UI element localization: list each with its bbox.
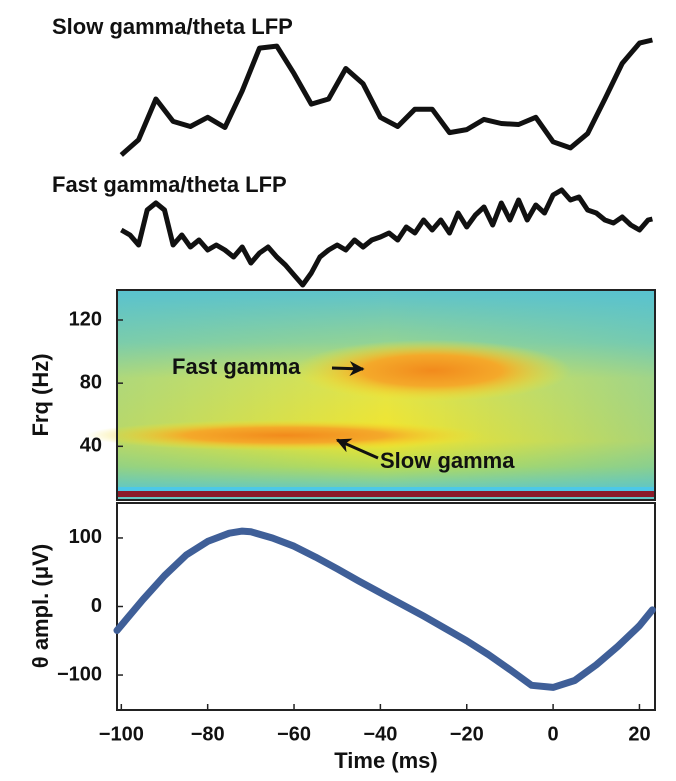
x-tick-label: −80: [191, 723, 225, 745]
x-axis-label: Time (ms): [334, 748, 438, 773]
hotspot: [85, 419, 485, 451]
stripe: [117, 487, 655, 491]
y-tick-label: 40: [80, 435, 102, 457]
x-tick-label: −20: [450, 723, 484, 745]
trace-title: Slow gamma/theta LFP: [52, 14, 293, 39]
spectrogram: [85, 290, 655, 500]
x-tick-label: 20: [628, 723, 650, 745]
annotation-arrow: [331, 361, 365, 377]
trace-title: Fast gamma/theta LFP: [52, 172, 287, 197]
x-tick-label: −100: [99, 723, 144, 745]
hotspot: [293, 339, 572, 402]
y-tick-label: 0: [91, 595, 102, 617]
trace-line: [119, 37, 653, 157]
annotation: Fast gamma: [172, 354, 301, 379]
y-tick-label: 80: [80, 371, 102, 393]
x-tick-label: 0: [548, 723, 559, 745]
trace-line: [120, 187, 653, 288]
spectrogram-frame: [116, 289, 656, 501]
y-axis-label: Frq (Hz): [28, 353, 53, 436]
annotation-arrow: [335, 438, 379, 460]
x-tick-label: −60: [277, 723, 311, 745]
data-line: [113, 527, 656, 691]
annotation: Slow gamma: [380, 448, 515, 473]
stripe: [117, 491, 655, 497]
y-tick-label: −100: [57, 663, 102, 685]
y-tick-label: 100: [69, 526, 102, 548]
y-axis-label: θ ampl. (μV): [28, 544, 53, 668]
y-tick-label: 120: [69, 308, 102, 330]
x-tick-label: −40: [363, 723, 397, 745]
